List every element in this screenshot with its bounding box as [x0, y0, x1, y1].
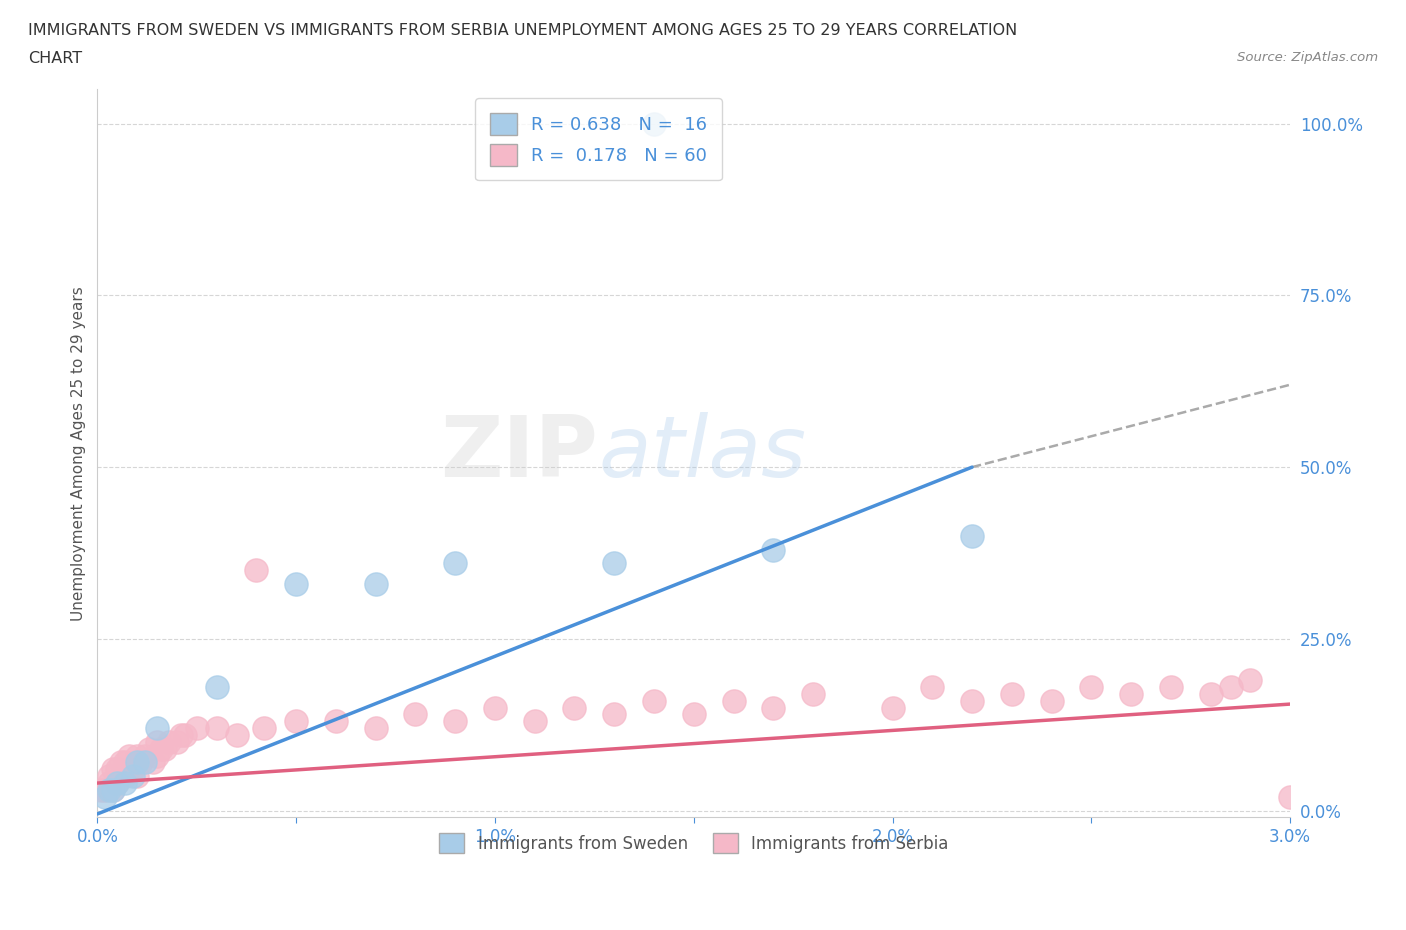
Point	[186, 721, 208, 736]
Point	[682, 707, 704, 722]
Point	[205, 680, 228, 695]
Point	[364, 721, 387, 736]
Point	[882, 700, 904, 715]
Point	[105, 776, 128, 790]
Text: CHART: CHART	[28, 51, 82, 66]
Point	[603, 707, 626, 722]
Point	[134, 748, 156, 763]
Point	[1160, 680, 1182, 695]
Y-axis label: Unemployment Among Ages 25 to 29 years: Unemployment Among Ages 25 to 29 years	[72, 286, 86, 621]
Point	[105, 776, 128, 790]
Point	[444, 556, 467, 571]
Point	[138, 741, 160, 756]
Point	[643, 693, 665, 708]
Point	[103, 762, 125, 777]
Point	[118, 748, 141, 763]
Legend: Immigrants from Sweden, Immigrants from Serbia: Immigrants from Sweden, Immigrants from …	[433, 827, 955, 860]
Point	[1199, 686, 1222, 701]
Point	[146, 748, 169, 763]
Point	[149, 741, 172, 756]
Point	[146, 735, 169, 750]
Point	[603, 556, 626, 571]
Point	[225, 727, 247, 742]
Point	[1040, 693, 1063, 708]
Point	[1219, 680, 1241, 695]
Point	[921, 680, 943, 695]
Point	[1239, 672, 1261, 687]
Point	[146, 721, 169, 736]
Point	[325, 714, 347, 729]
Point	[127, 755, 149, 770]
Point	[110, 755, 132, 770]
Point	[142, 755, 165, 770]
Point	[173, 727, 195, 742]
Point	[643, 116, 665, 131]
Point	[253, 721, 276, 736]
Point	[134, 755, 156, 770]
Point	[723, 693, 745, 708]
Point	[404, 707, 426, 722]
Point	[364, 577, 387, 591]
Point	[285, 714, 308, 729]
Point	[484, 700, 506, 715]
Point	[98, 776, 121, 790]
Point	[90, 782, 112, 797]
Point	[564, 700, 586, 715]
Point	[523, 714, 546, 729]
Point	[1279, 790, 1302, 804]
Point	[114, 776, 136, 790]
Point	[122, 769, 145, 784]
Point	[285, 577, 308, 591]
Point	[127, 769, 149, 784]
Point	[762, 542, 785, 557]
Point	[1119, 686, 1142, 701]
Point	[98, 782, 121, 797]
Point	[110, 769, 132, 784]
Point	[94, 790, 117, 804]
Point	[129, 755, 152, 770]
Point	[114, 755, 136, 770]
Point	[98, 769, 121, 784]
Point	[114, 769, 136, 784]
Point	[118, 762, 141, 777]
Point	[170, 727, 193, 742]
Point	[205, 721, 228, 736]
Point	[801, 686, 824, 701]
Point	[122, 762, 145, 777]
Point	[762, 700, 785, 715]
Point	[1001, 686, 1024, 701]
Text: atlas: atlas	[599, 412, 806, 495]
Point	[94, 782, 117, 797]
Point	[127, 748, 149, 763]
Point	[103, 782, 125, 797]
Point	[444, 714, 467, 729]
Text: ZIP: ZIP	[440, 412, 599, 495]
Point	[1080, 680, 1102, 695]
Text: IMMIGRANTS FROM SWEDEN VS IMMIGRANTS FROM SERBIA UNEMPLOYMENT AMONG AGES 25 TO 2: IMMIGRANTS FROM SWEDEN VS IMMIGRANTS FRO…	[28, 23, 1018, 38]
Point	[245, 563, 267, 578]
Point	[105, 762, 128, 777]
Point	[153, 741, 176, 756]
Text: Source: ZipAtlas.com: Source: ZipAtlas.com	[1237, 51, 1378, 64]
Point	[960, 528, 983, 543]
Point	[166, 735, 188, 750]
Point	[103, 782, 125, 797]
Point	[960, 693, 983, 708]
Point	[157, 735, 180, 750]
